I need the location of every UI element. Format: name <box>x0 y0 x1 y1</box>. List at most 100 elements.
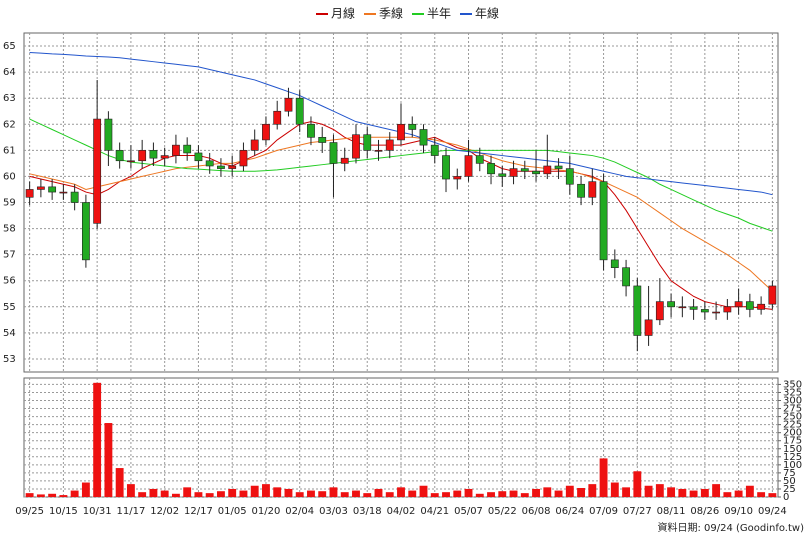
candle-body <box>543 165 552 175</box>
y-tick-label: 61 <box>3 145 16 156</box>
volume-bar <box>644 485 653 497</box>
volume-bar <box>329 487 338 497</box>
candle-body <box>93 118 102 224</box>
volume-bar <box>712 484 721 497</box>
volume-bar <box>126 484 135 497</box>
candle-body <box>36 186 45 190</box>
candle-body <box>352 134 360 159</box>
candle-body <box>712 311 721 314</box>
volume-bar <box>295 492 304 497</box>
y2-tick-label: 225 <box>783 420 802 431</box>
volume-bar <box>48 493 57 497</box>
candle-body <box>250 139 259 151</box>
candle-body <box>610 259 619 268</box>
candle-body <box>745 301 754 310</box>
candle-body <box>205 160 214 167</box>
volume-bar <box>475 493 484 497</box>
volume-bar <box>250 485 259 497</box>
candle-body <box>307 123 315 138</box>
volume-bar <box>723 492 732 497</box>
legend-label: 月線 <box>331 6 355 21</box>
volume-bar <box>700 488 709 497</box>
volume-bar <box>363 493 372 497</box>
candle-body <box>397 123 405 141</box>
footer: 資料日期: 09/24 (Goodinfo.tw) <box>657 521 804 534</box>
volume-bar <box>520 493 529 497</box>
candle-body <box>217 165 225 169</box>
volume-bar <box>667 487 676 497</box>
candle-body <box>475 155 484 164</box>
volume-bar <box>509 490 518 497</box>
candle-body <box>48 186 57 193</box>
candle-body <box>532 170 540 175</box>
y2-tick-label: 200 <box>783 428 802 439</box>
candle-body <box>588 181 597 198</box>
volume-bar <box>442 492 450 497</box>
y-tick-label: 64 <box>3 67 16 78</box>
y2-tick-label: 325 <box>783 387 802 398</box>
volume-bar <box>543 487 552 497</box>
candle-body <box>194 152 203 162</box>
x-tick-label: 09/24 <box>758 506 787 517</box>
candle-body <box>644 319 653 336</box>
y-tick-label: 57 <box>3 250 16 261</box>
candle-body <box>577 183 585 198</box>
y2-tick-label: 150 <box>783 444 802 455</box>
candle-body <box>453 176 462 180</box>
volume-bar <box>498 491 507 497</box>
x-tick-label: 12/17 <box>184 506 213 517</box>
x-tick-label: 05/07 <box>454 506 483 517</box>
x-tick-label: 07/27 <box>623 506 652 517</box>
candle-body <box>104 118 113 151</box>
y-tick-label: 53 <box>3 354 16 365</box>
y-tick-label: 62 <box>3 119 16 130</box>
y2-tick-label: 275 <box>783 404 802 415</box>
x-tick-label: 09/25 <box>15 506 44 517</box>
x-tick-label: 06/24 <box>555 506 584 517</box>
x-tick-label: 08/26 <box>690 506 719 517</box>
candle-body <box>487 163 495 175</box>
volume-bar <box>565 485 574 497</box>
volume-bar <box>745 485 754 497</box>
volume-bar <box>262 484 270 497</box>
x-tick-label: 12/02 <box>150 506 179 517</box>
volume-bar <box>768 493 777 497</box>
volume-bar <box>318 491 327 497</box>
x-tick-label: 04/02 <box>387 506 416 517</box>
y2-tick-label: 175 <box>783 436 802 447</box>
volume-bar <box>397 487 405 497</box>
y-tick-label: 56 <box>3 276 16 287</box>
candle-body <box>689 306 698 310</box>
candle-body <box>363 134 372 151</box>
volume-bar <box>577 487 585 497</box>
x-tick-label: 01/05 <box>218 506 247 517</box>
candle-body <box>127 160 135 163</box>
volume-bar <box>340 492 349 497</box>
candle-body <box>262 123 270 141</box>
candle-body <box>655 301 664 321</box>
volume-bar <box>36 494 45 497</box>
candle-body <box>554 165 563 169</box>
y2-tick-label: 125 <box>783 452 802 463</box>
volume-bar <box>194 492 203 497</box>
candle-body <box>442 155 450 180</box>
y2-tick-label: 300 <box>783 396 802 407</box>
x-tick-label: 07/09 <box>589 506 618 517</box>
volume-bar <box>93 382 102 497</box>
y2-tick-label: 25 <box>783 484 796 495</box>
volume-bar <box>453 490 462 497</box>
candle-body <box>768 285 777 305</box>
volume-bar <box>115 468 124 497</box>
volume-bar <box>59 495 68 497</box>
candle-body <box>329 142 338 164</box>
x-tick-label: 08/11 <box>657 506 686 517</box>
candle-body <box>419 129 428 146</box>
volume-bar <box>104 423 113 497</box>
volume-bar <box>149 488 158 497</box>
y-tick-label: 63 <box>3 93 16 104</box>
x-tick-label: 03/03 <box>319 506 348 517</box>
x-tick-label: 06/08 <box>522 506 551 517</box>
candle-body <box>757 303 766 310</box>
volume-bar <box>70 490 79 497</box>
